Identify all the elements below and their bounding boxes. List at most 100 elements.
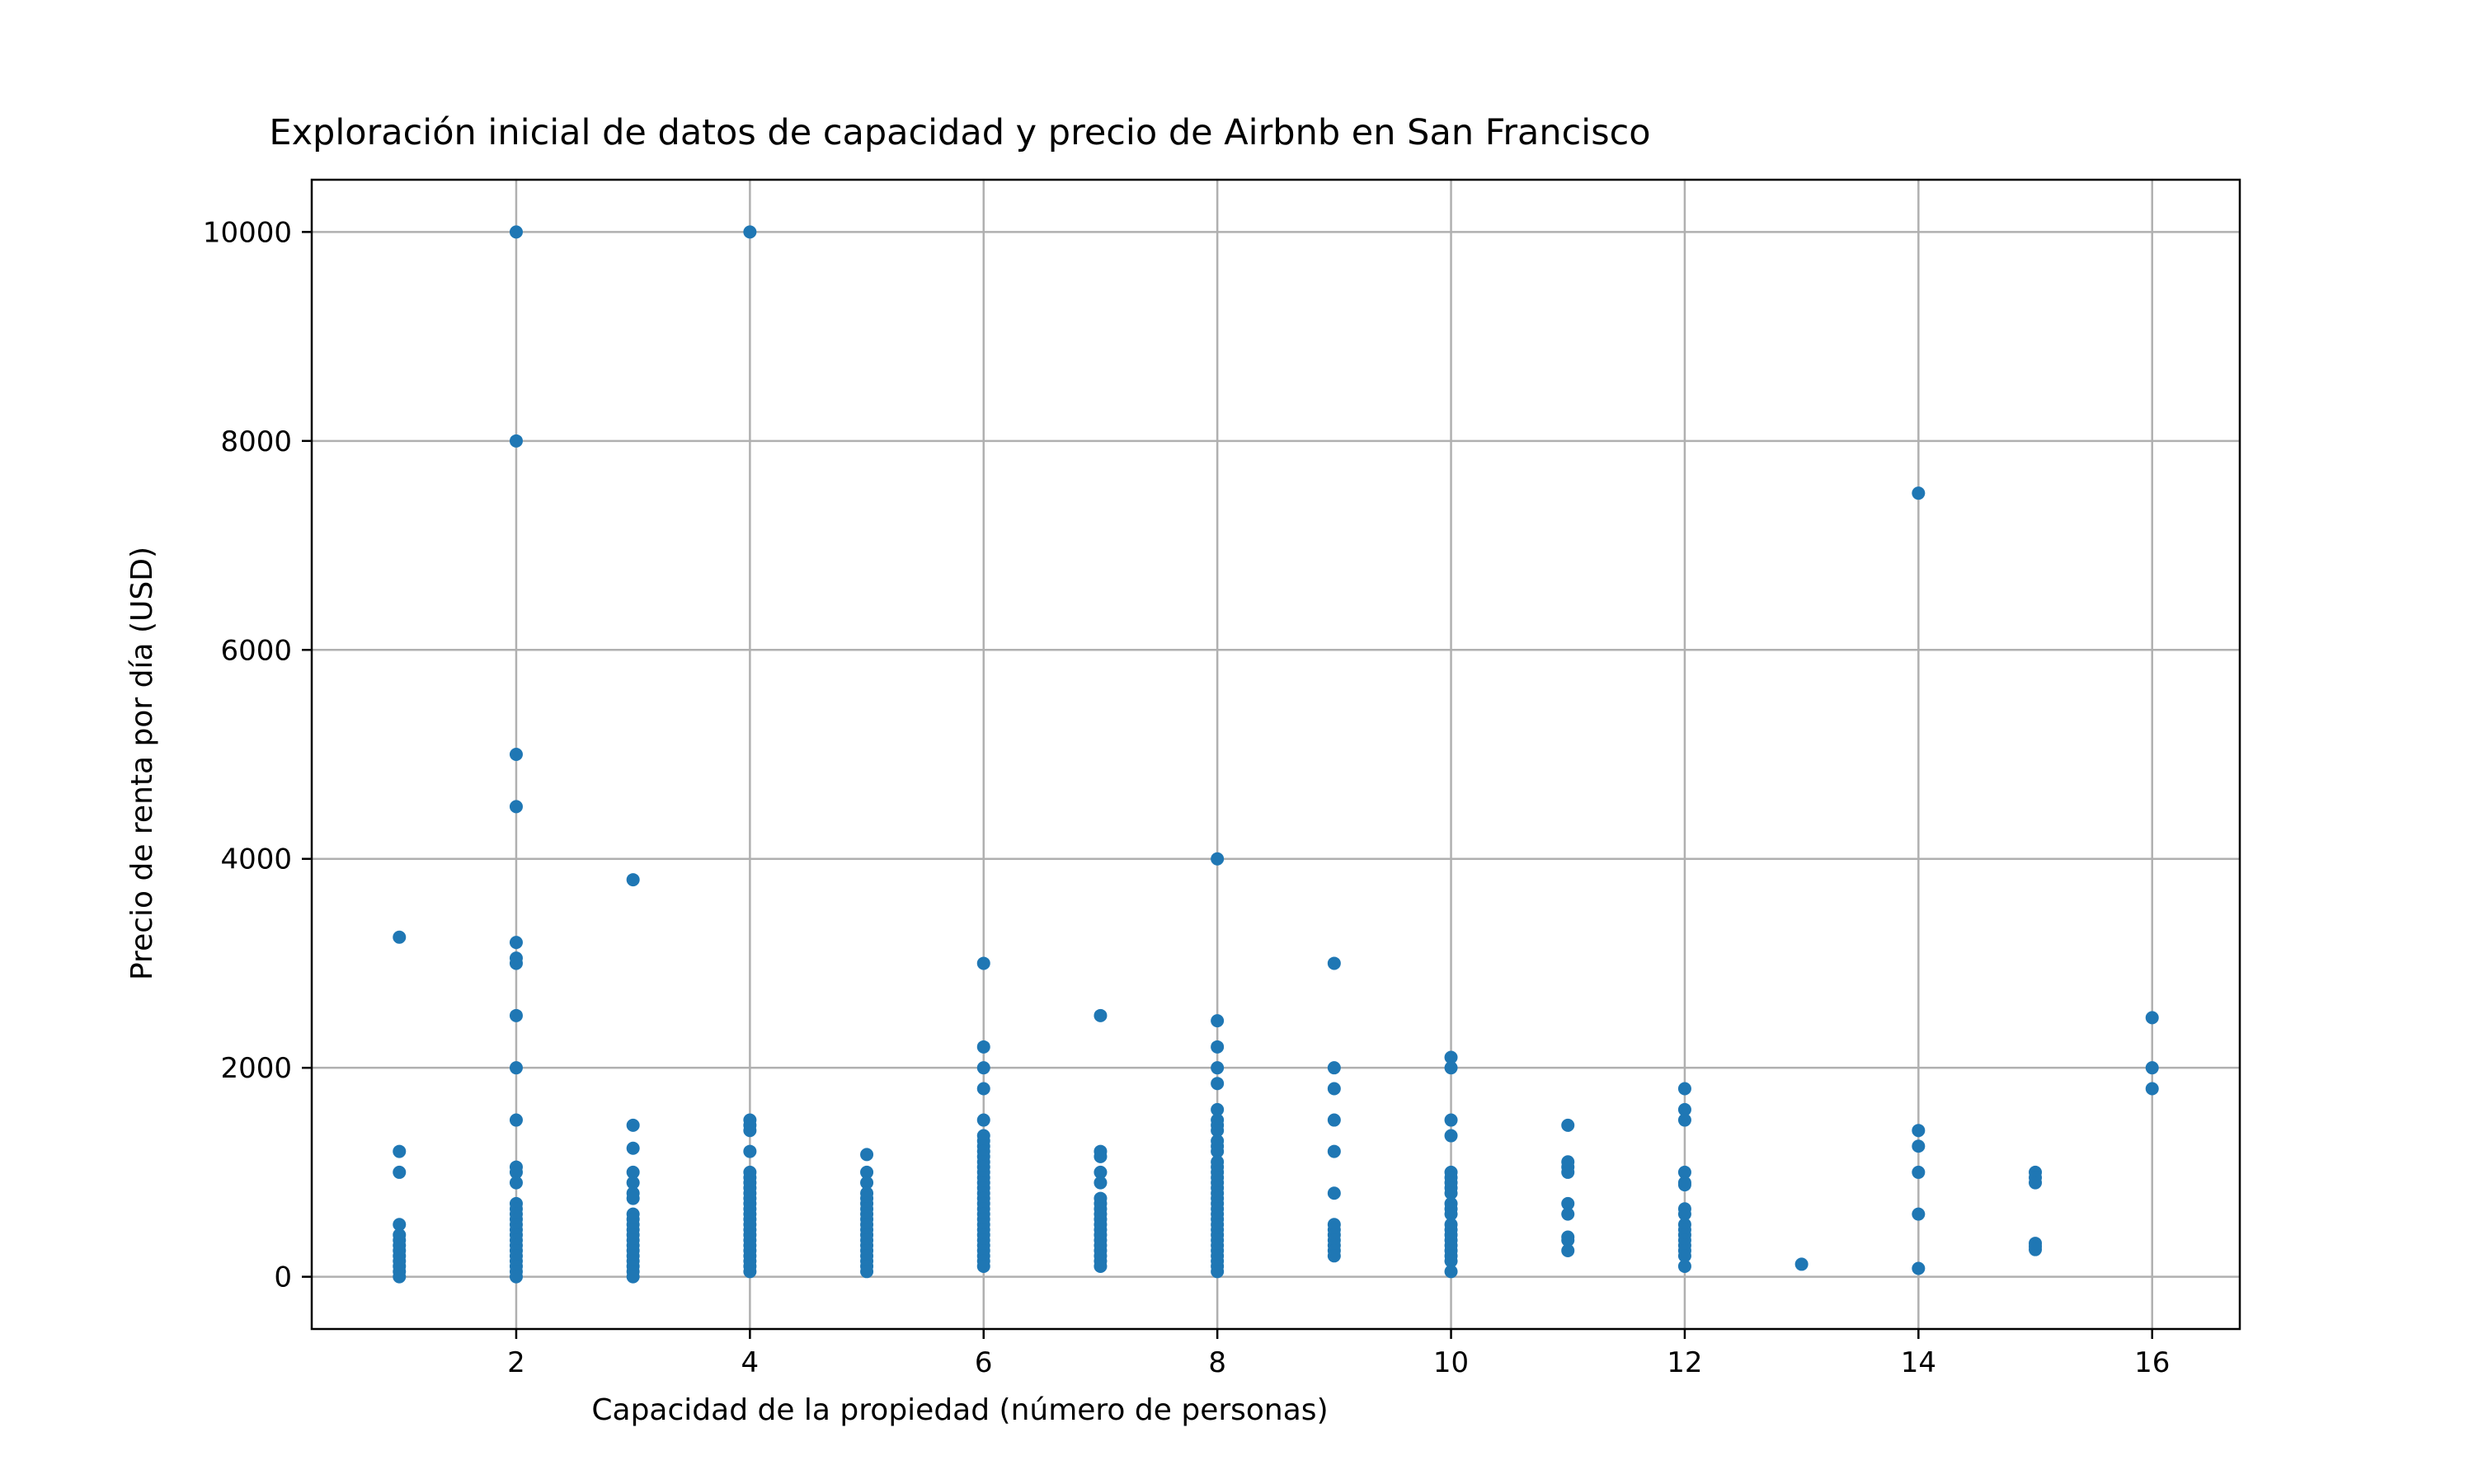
x-tick-label: 6 (975, 1346, 993, 1379)
data-point (743, 225, 757, 239)
data-point (1677, 1207, 1691, 1221)
data-point (393, 1165, 407, 1179)
data-point (626, 1270, 640, 1284)
data-point (976, 1040, 990, 1054)
data-point (1677, 1178, 1691, 1192)
data-point (626, 1165, 640, 1179)
data-point (1561, 1118, 1575, 1132)
data-point (860, 1148, 874, 1162)
data-point (1561, 1196, 1575, 1210)
data-point (2145, 1061, 2159, 1075)
data-point (1211, 1014, 1225, 1028)
data-point (1094, 1149, 1108, 1163)
data-points (393, 225, 2159, 1284)
data-point (1444, 1186, 1458, 1200)
data-point (1444, 1050, 1458, 1064)
data-point (976, 1061, 990, 1075)
data-point (1561, 1233, 1575, 1247)
data-point (743, 1265, 757, 1279)
data-point (1677, 1082, 1691, 1096)
y-tick-label: 8000 (220, 425, 292, 458)
data-point (1561, 1243, 1575, 1257)
x-tick-label: 4 (741, 1346, 760, 1379)
data-point (976, 1113, 990, 1127)
data-point (509, 956, 523, 970)
data-point (1211, 1040, 1225, 1054)
data-point (860, 1176, 874, 1190)
y-tick-label: 4000 (220, 843, 292, 876)
y-tick-label: 0 (274, 1261, 292, 1294)
data-point (1444, 1265, 1458, 1279)
data-point (1327, 1186, 1341, 1200)
data-point (1327, 1113, 1341, 1127)
data-point (1327, 1082, 1341, 1096)
data-point (1327, 1144, 1341, 1158)
x-axis-ticks: 2 4 6 8 10 12 14 16 (507, 1329, 2170, 1379)
data-point (509, 1165, 523, 1179)
plot-frame (310, 178, 2241, 1331)
data-point (509, 1008, 523, 1022)
y-tick-label: 6000 (220, 634, 292, 667)
data-point (1211, 1144, 1225, 1158)
data-point (1794, 1257, 1808, 1271)
data-point (2029, 1176, 2043, 1190)
data-point (1211, 1265, 1225, 1279)
x-tick-label: 12 (1667, 1346, 1702, 1379)
data-point (1912, 1139, 1926, 1153)
data-point (1444, 1254, 1458, 1268)
x-tick-label: 2 (507, 1346, 525, 1379)
data-point (626, 1176, 640, 1190)
data-point (1094, 1165, 1108, 1179)
x-tick-label: 8 (1208, 1346, 1226, 1379)
x-tick-label: 16 (2134, 1346, 2170, 1379)
data-point (1444, 1061, 1458, 1075)
data-point (509, 1176, 523, 1190)
y-axis-label: Precio de renta por día (USD) (125, 547, 159, 980)
data-point (509, 1113, 523, 1127)
data-point (1444, 1113, 1458, 1127)
data-point (743, 1124, 757, 1138)
data-point (743, 1144, 757, 1158)
data-point (1677, 1259, 1691, 1273)
data-point (1912, 1207, 1926, 1221)
data-point (860, 1265, 874, 1279)
data-point (509, 1061, 523, 1075)
data-point (1211, 1124, 1225, 1138)
data-point (1094, 1008, 1108, 1022)
data-point (860, 1165, 874, 1179)
data-point (1327, 1061, 1341, 1075)
data-point (1677, 1113, 1691, 1127)
data-point (2145, 1011, 2159, 1025)
data-point (509, 936, 523, 950)
data-point (1677, 1165, 1691, 1179)
data-point (2029, 1242, 2043, 1256)
data-point (1327, 956, 1341, 970)
data-point (1211, 852, 1225, 866)
data-point (1912, 1261, 1926, 1275)
data-point (1561, 1207, 1575, 1221)
data-point (976, 956, 990, 970)
data-point (976, 1082, 990, 1096)
data-point (976, 1259, 990, 1273)
x-axis-label: Capacidad de la propiedad (número de per… (591, 1393, 1328, 1427)
data-point (509, 748, 523, 761)
data-point (1677, 1102, 1691, 1116)
data-point (509, 434, 523, 448)
data-point (1211, 1077, 1225, 1091)
data-point (626, 873, 640, 887)
data-point (393, 1270, 407, 1284)
data-point (509, 225, 523, 239)
data-point (626, 1118, 640, 1132)
data-point (1444, 1207, 1458, 1221)
data-point (1677, 1249, 1691, 1263)
y-axis-ticks: 0 2000 4000 6000 8000 10000 (203, 216, 312, 1294)
grid-lines (312, 180, 2240, 1329)
data-point (1912, 486, 1926, 500)
x-tick-label: 10 (1433, 1346, 1469, 1379)
data-point (1444, 1129, 1458, 1143)
data-point (1094, 1259, 1108, 1273)
data-point (626, 1141, 640, 1155)
data-point (1912, 1165, 1926, 1179)
data-point (1327, 1249, 1341, 1263)
